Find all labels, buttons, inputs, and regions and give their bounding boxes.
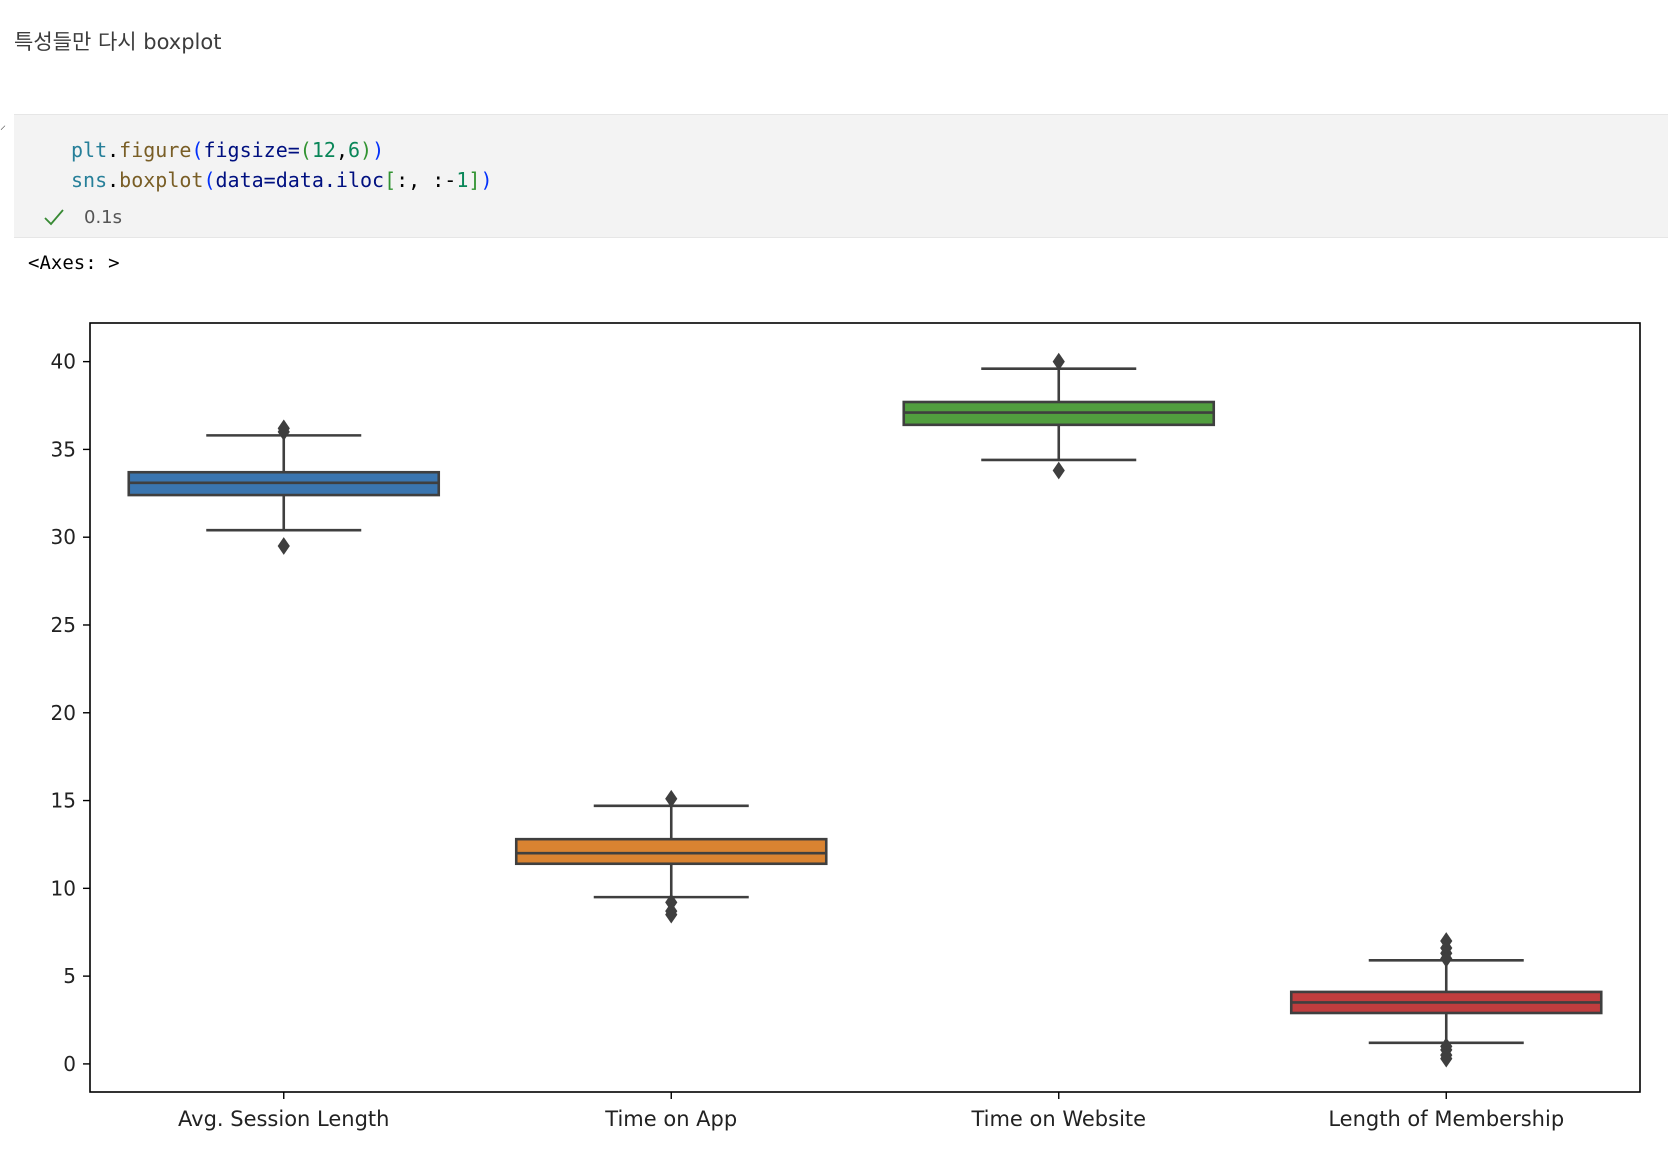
plot-area-frame [89, 322, 1641, 1093]
code-cell[interactable]: plt.figure(figsize=(12,6)) sns.boxplot(d… [14, 114, 1668, 238]
x-tick-label: Time on App [604, 1107, 737, 1131]
y-tick-label: 35 [51, 437, 76, 461]
y-tick-label: 0 [63, 1052, 76, 1076]
outlier-point [1440, 1049, 1453, 1068]
execution-duration: 0.1s [84, 206, 123, 228]
box [514, 837, 828, 866]
y-tick-label: 40 [51, 350, 76, 374]
y-tick-label: 15 [51, 789, 76, 813]
outlier-point [1052, 461, 1065, 480]
cell-collapse-marker[interactable]: ⸝ [0, 118, 7, 132]
x-tick-label: Avg. Session Length [178, 1107, 389, 1131]
markdown-text: 특성들만 다시 boxplot [14, 30, 222, 54]
outlier-point [277, 419, 290, 438]
execution-status: 0.1s [42, 205, 122, 229]
code-editor[interactable]: plt.figure(figsize=(12,6)) sns.boxplot(d… [71, 135, 493, 195]
y-tick-label: 25 [51, 613, 76, 637]
y-tick-label: 30 [51, 525, 76, 549]
x-tick-label: Time on Website [970, 1107, 1146, 1131]
outlier-point [1052, 352, 1065, 371]
cell-output-text: <Axes: > [28, 252, 120, 274]
outlier-point [277, 537, 290, 555]
x-tick-label: Length of Membership [1328, 1107, 1564, 1131]
outlier-point [1440, 949, 1453, 968]
y-tick-label: 5 [63, 964, 76, 988]
boxplot-chart: 0 5 10 15 20 25 30 35 40 Avg. Session Length Time … [51, 322, 1641, 1131]
code-line-2: sns.boxplot(data=data.iloc[:, :-1]) [71, 168, 493, 192]
y-tick-label: 10 [51, 876, 76, 900]
y-tick-label: 20 [51, 701, 76, 725]
code-line-1: plt.figure(figsize=(12,6)) [71, 138, 385, 162]
check-icon [44, 209, 64, 226]
outlier-point [665, 905, 678, 924]
outlier-point [665, 789, 678, 808]
